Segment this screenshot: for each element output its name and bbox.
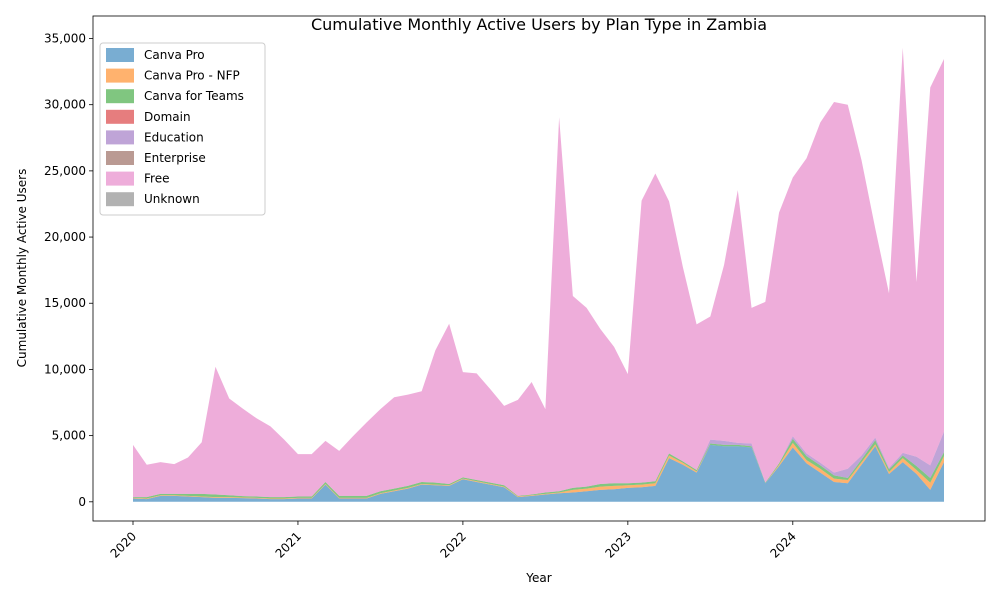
y-axis-ticks: 0 5,000 10,000 15,000 20,000 25,000 30,000 35,0…: [44, 32, 93, 509]
legend-swatch-enterprise: [106, 151, 134, 165]
legend-label-canva-pro: Canva Pro: [144, 48, 205, 62]
plot-frame: [92, 15, 986, 522]
legend-label-domain: Domain: [144, 110, 191, 124]
chart-title: Cumulative Monthly Active Users by Plan …: [311, 15, 767, 34]
legend-swatch-canva-pro-nfp: [106, 68, 134, 83]
legend-label-canva-pro-nfp: Canva Pro - NFP: [144, 69, 240, 83]
legend-label-free: Free: [144, 172, 169, 186]
y-tick-label: 35,000: [44, 32, 86, 46]
y-tick-label: 30,000: [44, 98, 86, 112]
legend-swatch-canva-pro: [106, 48, 134, 62]
legend-label-unknown: Unknown: [144, 192, 200, 206]
legend-swatch-education: [106, 130, 134, 145]
y-tick-label: 5,000: [52, 429, 86, 443]
y-tick-label: 10,000: [44, 362, 86, 376]
legend: Canva Pro Canva Pro - NFP Canva for Teams D…: [99, 42, 266, 216]
legend-box: [99, 42, 266, 216]
legend-swatch-free: [106, 171, 134, 186]
y-tick-label: 15,000: [44, 296, 86, 310]
legend-swatch-domain: [106, 109, 134, 124]
legend-label-canva-for-teams: Canva for Teams: [144, 89, 244, 103]
area-layers: [133, 47, 944, 502]
x-axis-label: Year: [525, 571, 551, 585]
area-free: [133, 47, 944, 498]
legend-swatch-canva-for-teams: [106, 89, 134, 104]
legend-label-education: Education: [144, 130, 204, 144]
area-canva-pro: [133, 444, 944, 502]
y-tick-label: 25,000: [44, 164, 86, 178]
y-axis-label: Cumulative Monthly Active Users: [15, 169, 29, 368]
y-tick-label: 0: [78, 495, 86, 509]
legend-swatch-unknown: [106, 192, 134, 207]
y-tick-label: 20,000: [44, 230, 86, 244]
legend-label-enterprise: Enterprise: [144, 151, 206, 165]
